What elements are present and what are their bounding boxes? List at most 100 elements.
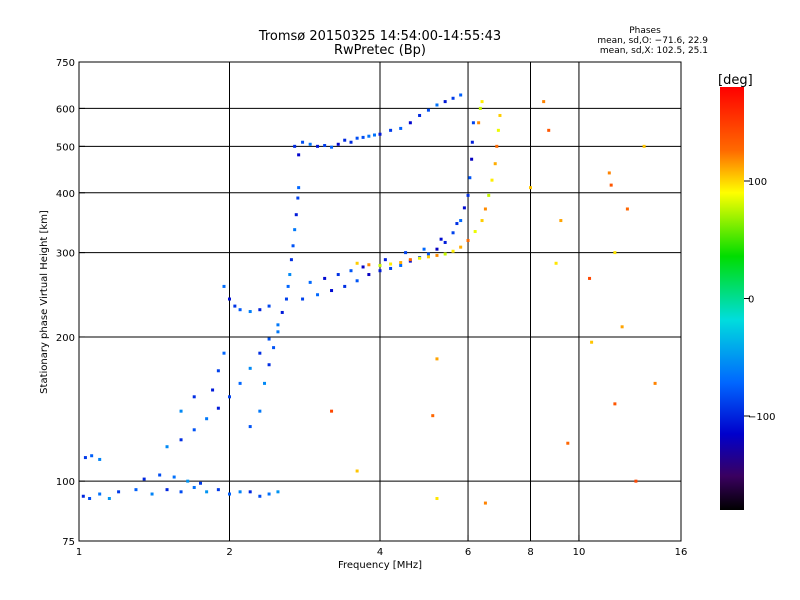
data-point — [90, 454, 94, 458]
data-point — [134, 488, 138, 492]
y-tick-label: 400 — [56, 189, 75, 200]
y-tick-label: 600 — [56, 104, 75, 115]
data-point — [284, 297, 288, 301]
x-axis-label: Frequency [MHz] — [338, 560, 422, 571]
data-point — [336, 273, 340, 277]
data-point — [613, 251, 617, 255]
data-point — [297, 153, 301, 157]
data-point — [267, 363, 271, 367]
series-f2-o-mode — [301, 121, 475, 301]
data-point — [367, 273, 371, 277]
data-point — [238, 381, 242, 385]
data-point — [142, 477, 146, 481]
colorbar-tick-label: 100 — [748, 177, 767, 188]
data-point — [613, 402, 617, 406]
x-tick-label: 10 — [573, 547, 586, 558]
data-point — [186, 479, 190, 483]
data-point — [607, 171, 611, 175]
data-point — [228, 395, 231, 399]
data-point — [280, 310, 284, 314]
data-point — [267, 304, 271, 308]
data-point — [211, 388, 215, 392]
gridlines — [79, 62, 681, 541]
data-point — [373, 133, 377, 137]
x-tick-label: 1 — [76, 547, 82, 558]
series-f1-ledge — [222, 284, 271, 314]
data-point — [276, 330, 280, 334]
data-point — [349, 269, 353, 273]
data-point — [291, 244, 295, 248]
data-point — [316, 144, 320, 148]
data-point — [238, 490, 242, 494]
data-point — [466, 193, 470, 197]
data-point — [462, 206, 466, 210]
data-point — [297, 186, 301, 190]
data-point — [199, 481, 203, 485]
data-point — [248, 366, 252, 370]
y-tick-label: 300 — [56, 249, 75, 260]
data-point — [426, 252, 430, 256]
data-point — [459, 93, 463, 97]
series-e-region-trace — [81, 454, 280, 500]
data-point — [263, 381, 267, 385]
data-point — [653, 381, 657, 385]
data-point — [172, 475, 176, 479]
data-point — [289, 258, 293, 262]
data-point — [609, 183, 613, 187]
data-point — [355, 279, 359, 283]
data-point — [554, 261, 558, 265]
y-tick-label: 100 — [56, 477, 75, 488]
series-multi-hop-echo — [293, 93, 463, 157]
chart-title: Tromsø 20150325 14:54:00-14:55:43 — [258, 29, 501, 44]
phases-annotation-x: mean, sd,X: 102.5, 25.1 — [600, 46, 708, 56]
data-point — [205, 490, 209, 494]
data-point — [294, 213, 298, 217]
plot-area: 1 2 4 6 8 10 16 75 100 200 300 400 500 600 750 — [56, 58, 687, 558]
data-point — [383, 258, 387, 262]
data-point — [389, 128, 393, 132]
data-point — [301, 140, 305, 144]
data-point — [566, 441, 570, 445]
data-point — [98, 492, 102, 496]
phases-annotation-title: Phases — [629, 26, 661, 36]
data-point — [361, 265, 365, 269]
data-point — [495, 144, 499, 148]
data-point — [443, 240, 447, 244]
data-point — [81, 494, 85, 498]
data-point — [443, 100, 447, 104]
data-point — [529, 186, 532, 190]
x-tick-label: 8 — [527, 547, 533, 558]
data-point — [487, 193, 491, 197]
data-point — [276, 323, 280, 327]
data-point — [408, 258, 412, 262]
data-point — [422, 247, 426, 251]
series-f2-x-mode — [355, 100, 502, 267]
data-point — [83, 456, 87, 460]
data-point — [330, 289, 334, 293]
data-point — [361, 135, 365, 139]
data-point — [179, 438, 183, 442]
data-point — [258, 351, 262, 355]
data-point — [107, 496, 111, 500]
data-point — [493, 162, 497, 166]
data-point — [642, 144, 646, 148]
data-point — [293, 228, 297, 232]
data-point — [88, 496, 92, 500]
data-point — [158, 473, 162, 477]
data-point — [323, 144, 327, 148]
data-point — [336, 142, 340, 146]
data-point — [248, 310, 252, 314]
data-point — [258, 494, 262, 498]
data-point — [267, 337, 271, 341]
colorbar-ticks: 100 0 −100 — [744, 177, 775, 423]
data-point — [378, 132, 382, 136]
data-point — [378, 263, 382, 267]
data-point — [473, 230, 477, 234]
data-point — [355, 469, 359, 473]
data-point — [480, 219, 484, 223]
data-point — [192, 485, 196, 489]
data-point — [389, 266, 393, 270]
data-point — [480, 100, 484, 104]
data-point — [248, 490, 252, 494]
data-point — [301, 297, 305, 301]
